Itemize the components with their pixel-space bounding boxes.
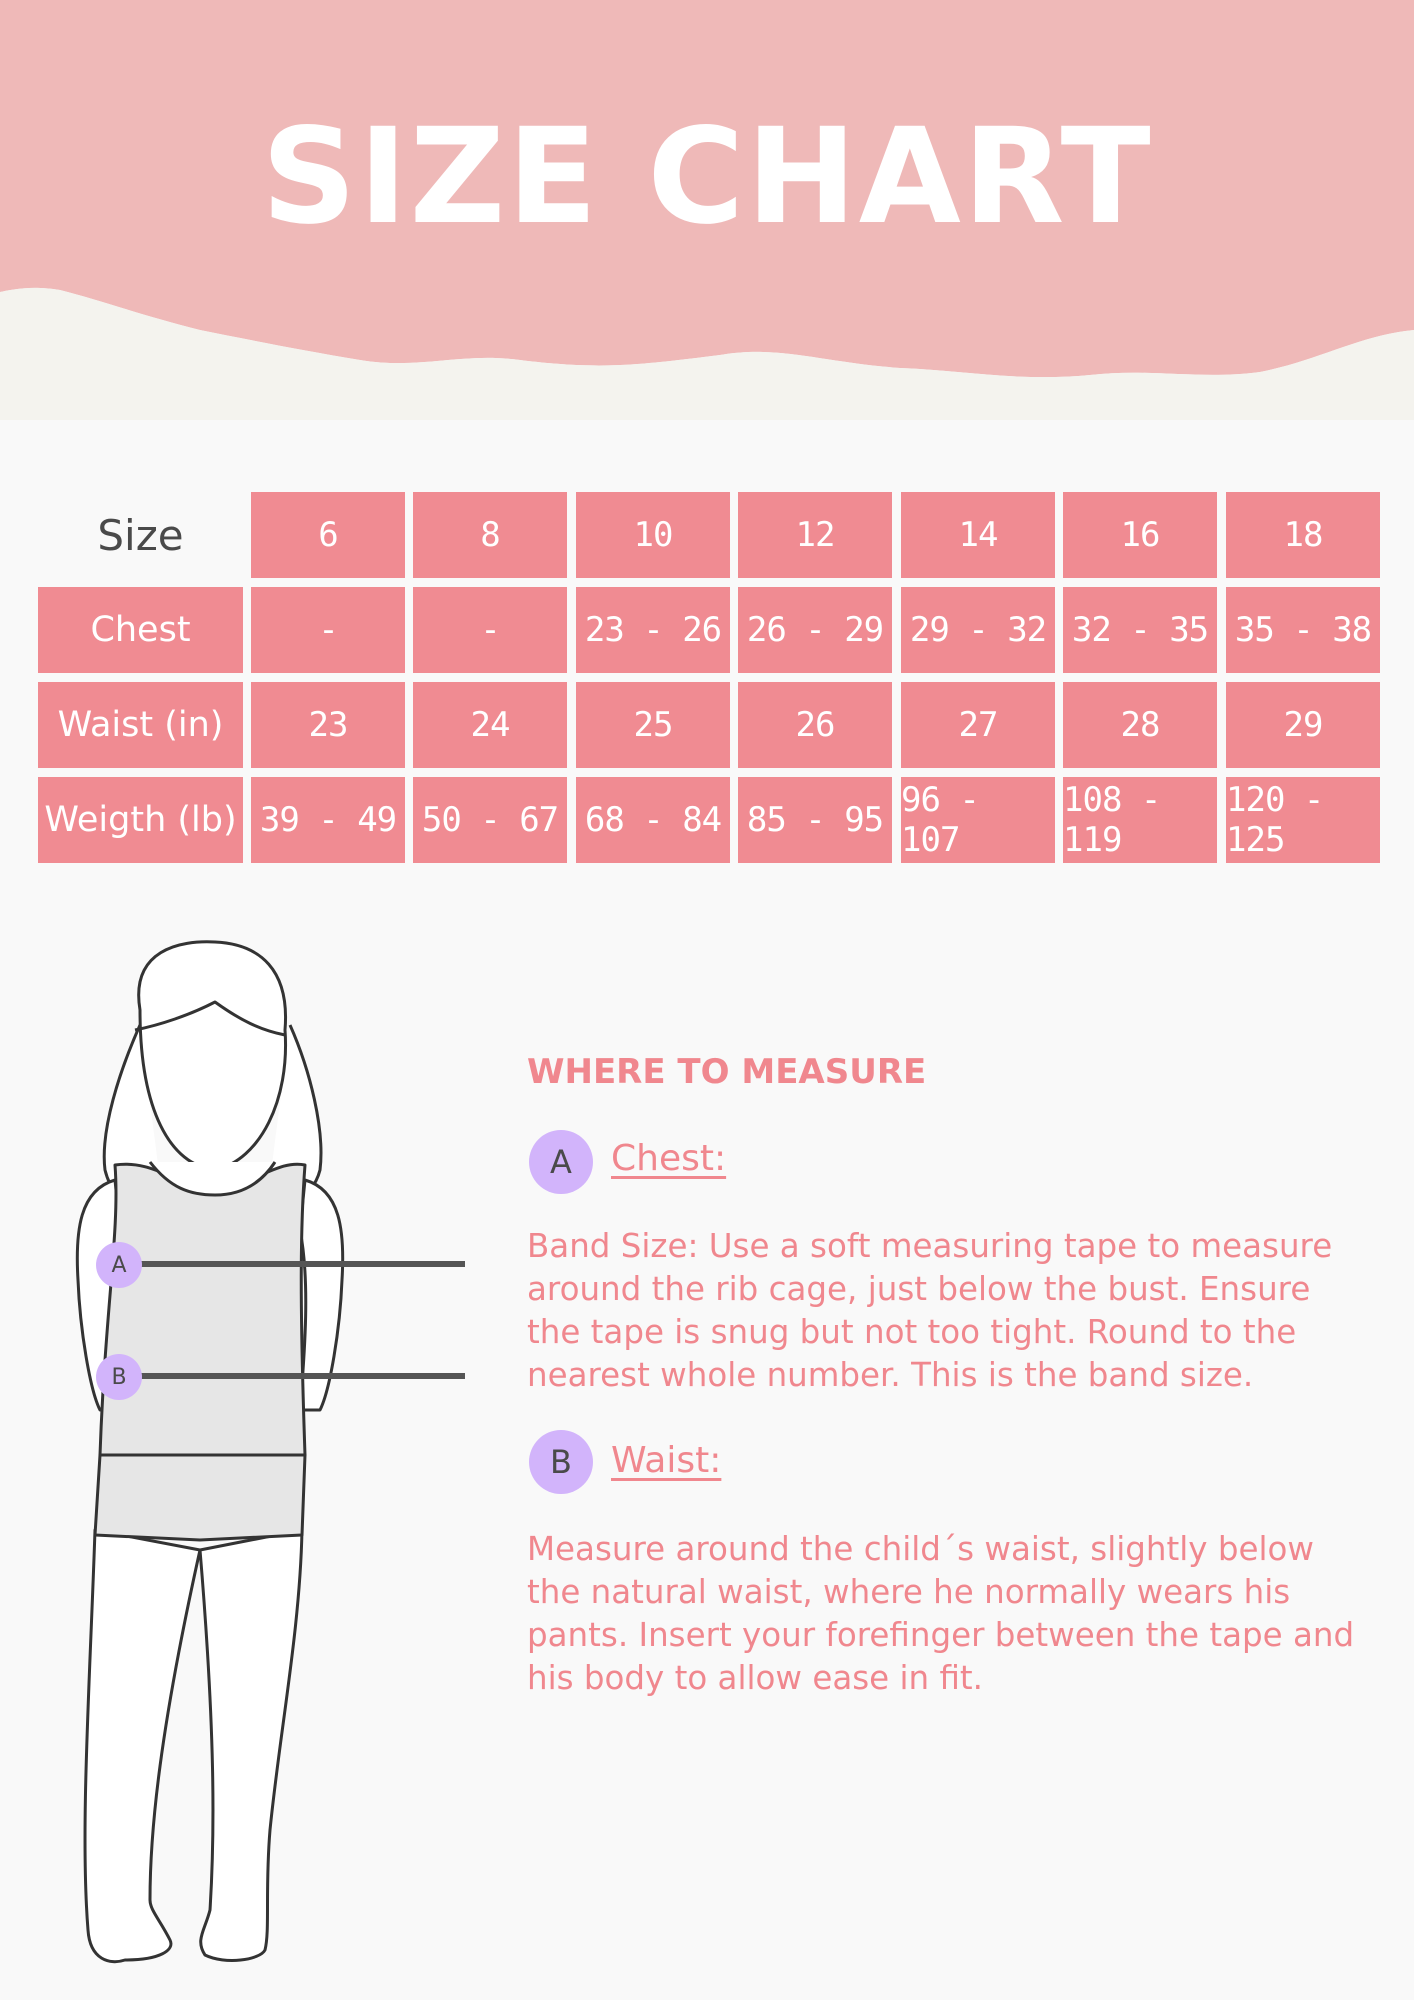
table-cell: 50 - 67 bbox=[413, 777, 567, 863]
chest-title: Chest: bbox=[611, 1138, 727, 1179]
where-to-measure-heading: WHERE TO MEASURE bbox=[527, 1052, 927, 1092]
table-cell: 25 bbox=[576, 682, 730, 768]
table-cell: 68 - 84 bbox=[576, 777, 730, 863]
table-cell: 39 - 49 bbox=[251, 777, 405, 863]
row-label: Waist (in) bbox=[38, 682, 243, 768]
table-cell: 28 bbox=[1063, 682, 1217, 768]
table-cell: 85 - 95 bbox=[738, 777, 892, 863]
table-cell: 26 bbox=[738, 682, 892, 768]
table-cell: 29 - 32 bbox=[901, 587, 1055, 673]
table-cell: - bbox=[251, 587, 405, 673]
table-cell: 120 - 125 bbox=[1226, 777, 1380, 863]
table-cell: - bbox=[413, 587, 567, 673]
size-header-cell: 14 bbox=[901, 492, 1055, 578]
badge-b: B bbox=[529, 1430, 593, 1494]
table-cell: 108 - 119 bbox=[1063, 777, 1217, 863]
table-cell: 29 bbox=[1226, 682, 1380, 768]
size-label: Size bbox=[97, 510, 184, 560]
table-cell: 23 - 26 bbox=[576, 587, 730, 673]
table-cell: 24 bbox=[413, 682, 567, 768]
header-banner: SIZE CHART bbox=[0, 0, 1414, 420]
table-cell: 26 - 29 bbox=[738, 587, 892, 673]
size-header-cell: 18 bbox=[1226, 492, 1380, 578]
row-label: Chest bbox=[38, 587, 243, 673]
chest-instructions: Band Size: Use a soft measuring tape to … bbox=[527, 1227, 1333, 1394]
table-cell: 23 bbox=[251, 682, 405, 768]
table-cell: 32 - 35 bbox=[1063, 587, 1217, 673]
size-header-cell: 8 bbox=[413, 492, 567, 578]
waist-title: Waist: bbox=[611, 1440, 722, 1481]
table-cell: 27 bbox=[901, 682, 1055, 768]
page-title: SIZE CHART bbox=[261, 100, 1153, 254]
table-cell: 35 - 38 bbox=[1226, 587, 1380, 673]
torn-paper-background bbox=[0, 0, 1414, 420]
size-header-cell: 6 bbox=[251, 492, 405, 578]
table-cell: 96 - 107 bbox=[901, 777, 1055, 863]
waist-instructions: Measure around the child´s waist, slight… bbox=[527, 1530, 1355, 1697]
size-header-cell: 12 bbox=[738, 492, 892, 578]
badge-a: A bbox=[529, 1130, 593, 1194]
size-header-cell: 10 bbox=[576, 492, 730, 578]
row-label: Weigth (lb) bbox=[38, 777, 243, 863]
figure-marker-a: A bbox=[96, 1242, 142, 1288]
figure-marker-b: B bbox=[96, 1354, 142, 1400]
child-figure-illustration bbox=[75, 940, 465, 1964]
size-header-cell: 16 bbox=[1063, 492, 1217, 578]
